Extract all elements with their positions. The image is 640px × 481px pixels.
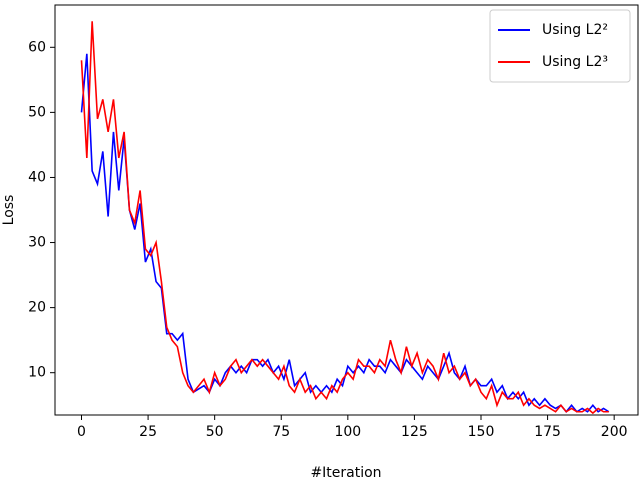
y-axis-label: Loss — [1, 195, 17, 226]
x-tick-label: 125 — [401, 424, 428, 440]
x-tick-label: 25 — [139, 424, 157, 440]
axes-frame — [54, 4, 639, 416]
x-tick-label: 200 — [601, 424, 628, 440]
y-tick-label: 20 — [28, 300, 46, 316]
y-tick-label: 50 — [28, 104, 46, 120]
legend-label: Using L2² — [542, 22, 608, 38]
line-series — [80, 21, 609, 415]
legend-label: Using L2³ — [542, 54, 608, 70]
x-tick-label: 50 — [206, 424, 224, 440]
y-tick-label: 10 — [28, 365, 46, 381]
y-tick-label: 40 — [28, 169, 46, 185]
x-tick-label: 75 — [272, 424, 290, 440]
x-tick-label: 100 — [334, 424, 361, 440]
line-series — [80, 53, 610, 414]
legend-box — [489, 9, 631, 83]
x-axis-label: #Iteration — [310, 465, 381, 481]
y-tick-label: 60 — [28, 39, 46, 55]
y-tick-label: 30 — [28, 235, 46, 251]
x-tick-label: 175 — [534, 424, 561, 440]
x-tick-label: 0 — [77, 424, 86, 440]
x-tick-label: 150 — [468, 424, 495, 440]
